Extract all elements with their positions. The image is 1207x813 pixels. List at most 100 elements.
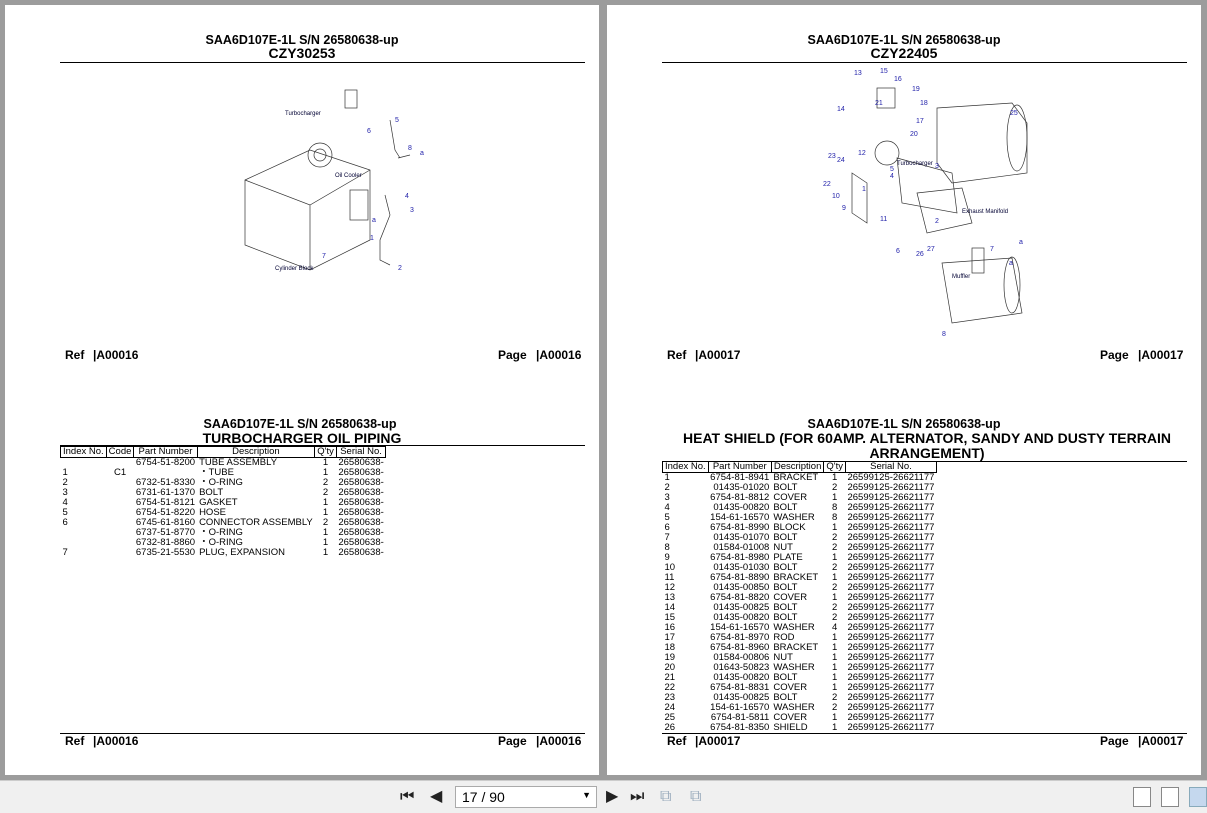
table-cell: 1 [832,492,838,503]
turbocharger-oil-piping-diagram: Turbocharger Oil Cooler Cylinder Block 1… [244,89,424,272]
callout: 8 [408,145,412,152]
previous-page-icon[interactable]: ◀ [430,788,443,805]
page-value: |A00016 [536,348,582,362]
table-cell: 26599125-26621177 [847,582,935,593]
table-cell: 26599125-26621177 [847,502,935,513]
table-cell: 1 [664,472,670,483]
label-exhaust-manifold: Exhaust Manifold [962,209,1008,215]
table-cell: 01435-00825 [713,602,770,613]
page-label: Page [1100,734,1129,748]
table-cell: 2 [832,582,838,593]
parts-table: Index No. Code Part Number Description Q'ty S… [60,446,387,558]
table-cell: 26580638- [338,517,384,528]
page-number-value: 17 / 90 [462,789,505,805]
label-turbocharger: Turbocharger [897,161,933,167]
table-row: 3 6731-61-1370 BOLT 2 26580638- [61,488,386,498]
callout: 9 [842,205,846,212]
table-cell: 26580638- [338,537,384,548]
table-row: 4 6754-51-8121 GASKET 1 26580638- [61,498,386,508]
rotate-forward-icon[interactable]: ⧉ [690,788,702,805]
table-cell: 6731-61-1370 [135,487,196,498]
table-cell: 6754-81-8890 [710,572,770,583]
rotate-back-icon[interactable]: ⧉ [660,788,672,805]
table-cell: 01584-00806 [713,652,770,663]
table-cell: 6732-51-8330 [135,477,196,488]
table-cell: 9 [664,552,670,563]
ref-value: |A00016 [93,348,139,362]
column-header: Description [770,461,825,473]
callout: 8 [942,331,946,338]
table-cell: 2 [62,477,68,488]
next-page-icon[interactable]: ▶ [606,788,619,805]
callout: 21 [875,100,883,107]
column-header: Part Number [707,461,772,473]
table-row: 23 01435-00825 BOLT 2 26599125-26621177 [663,693,937,703]
column-header: Description [196,446,316,458]
table-cell: 26599125-26621177 [847,622,935,633]
callout: 23 [828,153,836,160]
table-cell: 01435-00850 [713,582,770,593]
table-cell: 2 [322,487,329,498]
callout: 3 [935,163,939,170]
table-cell [106,528,134,538]
two-page-view-icon[interactable] [1189,787,1207,807]
ref-label: Ref [667,348,687,362]
table-cell: 26599125-26621177 [847,662,935,673]
table-cell [106,508,134,518]
table-cell: 8 [832,502,838,513]
callout: 25 [1010,110,1018,117]
table-cell: 26599125-26621177 [847,492,935,503]
table-cell: 1 [832,662,838,673]
table-cell: BRACKET [773,472,819,483]
callout: 18 [920,100,928,107]
ref-value: |A00017 [695,734,741,748]
label-turbocharger: Turbocharger [285,111,321,117]
label-muffler: Muffler [952,274,970,280]
table-cell: 6754-51-8121 [135,497,196,508]
table-cell: 26599125-26621177 [847,612,935,623]
table-cell: 6754-81-8820 [710,592,770,603]
last-page-icon[interactable]: ⏭ [630,788,645,805]
table-cell: 11 [664,572,675,583]
divider [60,733,585,734]
table-cell: 1 [832,592,838,603]
table-cell: WASHER [773,512,815,523]
table-cell: 1 [322,467,329,478]
divider [60,445,585,446]
table-cell: 7 [664,532,670,543]
table-cell: 6754-81-8980 [710,552,770,563]
table-cell [106,498,134,508]
table-cell: 26599125-26621177 [847,522,935,533]
table-cell: 01435-01070 [713,532,770,543]
table-cell: 2 [322,517,329,528]
table-row: 21 01435-00820 BOLT 1 26599125-26621177 [663,673,937,683]
table-cell: BLOCK [773,522,806,533]
continuous-view-icon[interactable] [1161,787,1179,807]
table-cell: 6735-21-5530 [135,547,196,558]
table-cell: BOLT [199,487,224,498]
table-cell: 6754-81-8941 [710,472,770,483]
callout: 16 [894,76,902,83]
first-page-icon[interactable]: ⏮ [400,788,415,805]
table-row: 9 6754-81-8980 PLATE 1 26599125-26621177 [663,553,937,563]
table-cell: 1 [832,472,838,483]
table-cell: 26599125-26621177 [847,592,935,603]
table-cell: 12 [664,582,676,593]
table-cell: 3 [664,492,670,503]
table-cell: BOLT [773,602,798,613]
table-cell: 01435-00820 [713,612,770,623]
table-row: 15 01435-00820 BOLT 2 26599125-26621177 [663,613,937,623]
table-cell: 26599125-26621177 [847,552,935,563]
single-page-view-icon[interactable] [1133,787,1151,807]
callout: 13 [854,70,862,77]
table-cell: ・O-RING [199,537,243,548]
page-number-select[interactable]: 17 / 90 ▼ [455,786,597,808]
table-cell: 6754-81-5811 [710,712,770,723]
table-cell: 26580638- [338,527,384,538]
table-cell: 6 [664,522,670,533]
table-cell: 1 [832,632,838,643]
table-cell: 2 [832,482,838,493]
table-row: 6754-51-8200 TUBE ASSEMBLY 1 26580638- [61,458,386,469]
callout: 7 [990,246,994,253]
callout: 3 [410,207,414,214]
